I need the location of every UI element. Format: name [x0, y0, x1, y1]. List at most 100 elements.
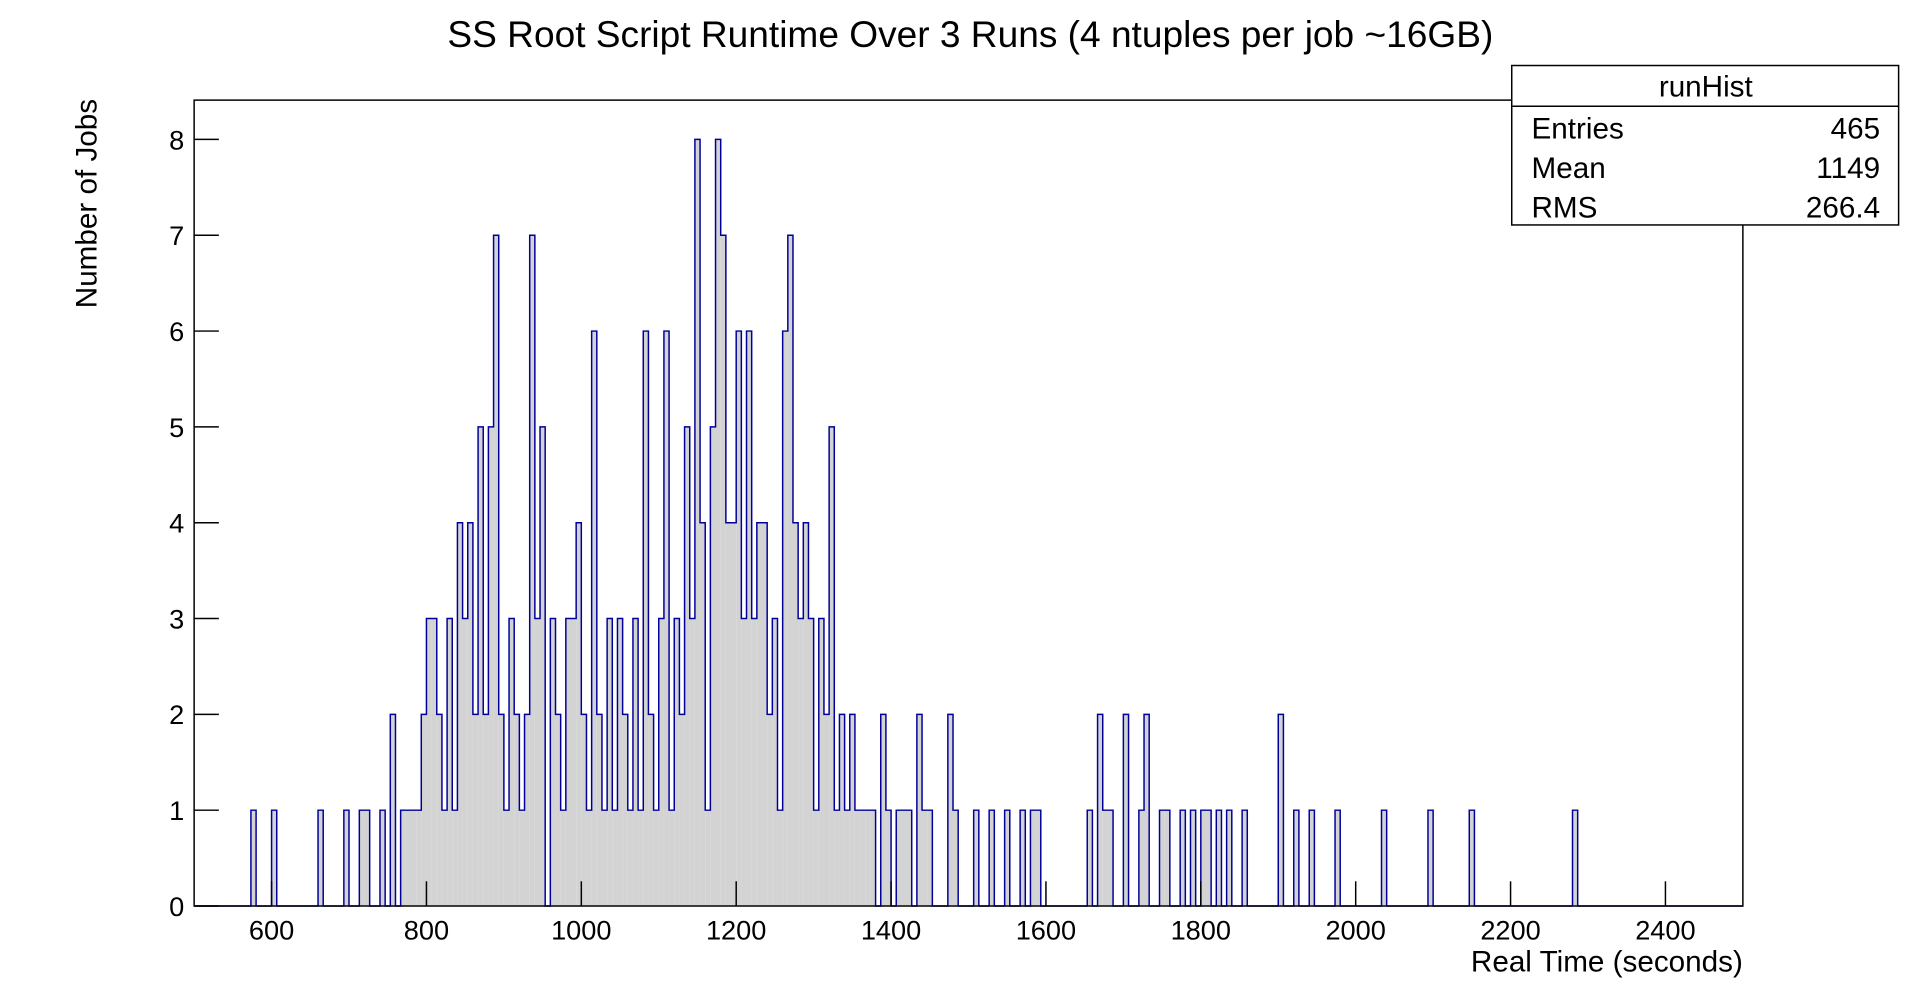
bar: [674, 618, 680, 907]
bar: [514, 714, 520, 907]
bar: [1102, 810, 1108, 907]
bar: [421, 714, 427, 907]
bar: [483, 714, 489, 907]
bar: [452, 810, 458, 907]
stats-label: Entries: [1532, 112, 1624, 145]
bar: [1335, 810, 1341, 907]
bar: [405, 810, 411, 907]
bar: [762, 522, 768, 907]
bar: [798, 618, 804, 907]
bar: [1242, 810, 1248, 907]
bar: [596, 714, 602, 907]
bar: [416, 810, 422, 907]
stats-value: 465: [1831, 112, 1880, 145]
bar: [1144, 714, 1150, 907]
bar: [1381, 810, 1387, 907]
bar: [694, 139, 701, 907]
bar: [529, 235, 535, 907]
bar: [364, 810, 370, 907]
stats-frame: [1510, 64, 1900, 226]
bar: [1159, 810, 1165, 907]
bar: [777, 810, 783, 907]
stats-label: RMS: [1532, 192, 1598, 225]
bar: [896, 810, 902, 907]
bar: [705, 810, 711, 907]
bar: [1087, 810, 1093, 907]
bar: [1226, 810, 1232, 907]
bar: [540, 426, 546, 907]
bar: [658, 618, 664, 907]
bar: [953, 810, 959, 907]
bar: [1107, 810, 1114, 907]
bar: [534, 618, 541, 907]
bar: [390, 714, 396, 907]
bar: [359, 810, 365, 907]
bar: [663, 331, 670, 907]
x-tick-label: 1400: [861, 914, 921, 945]
bar: [1427, 810, 1434, 907]
bar: [1293, 810, 1299, 907]
bar: [725, 522, 732, 907]
bar: [792, 522, 799, 907]
bar: [669, 810, 675, 907]
bar: [684, 426, 690, 907]
bar: [457, 522, 463, 907]
bar: [1469, 810, 1475, 907]
bar: [591, 331, 597, 907]
bar: [617, 618, 623, 907]
stats-value: 266.4: [1806, 192, 1880, 225]
bar: [787, 235, 793, 907]
bar: [1180, 810, 1186, 907]
bar: [689, 618, 695, 907]
bar: [1164, 810, 1170, 907]
y-tick-label: 3: [169, 603, 184, 634]
stats-value: 1149: [1816, 152, 1880, 185]
bar: [519, 810, 525, 907]
bar: [916, 714, 923, 907]
bar: [498, 714, 504, 907]
bar: [989, 810, 995, 907]
bar: [731, 522, 737, 907]
bar: [854, 810, 861, 907]
bar: [865, 810, 871, 907]
y-tick-label: 2: [169, 699, 184, 730]
x-tick-label: 2400: [1635, 914, 1695, 945]
y-tick-label: 6: [169, 316, 184, 347]
bar: [1030, 810, 1036, 907]
bar: [467, 522, 473, 907]
bar: [555, 714, 561, 907]
bar: [901, 810, 907, 907]
bar: [524, 714, 530, 907]
bar: [772, 618, 778, 907]
bar: [653, 810, 659, 907]
bar: [947, 714, 954, 907]
bar: [1035, 810, 1041, 907]
bar: [462, 618, 468, 907]
bar: [1278, 714, 1284, 907]
bar: [565, 618, 571, 907]
bar: [441, 810, 448, 907]
bar: [560, 810, 566, 907]
stats-label: Mean: [1532, 152, 1606, 185]
bar: [880, 714, 886, 907]
x-tick-label: 800: [404, 914, 449, 945]
bar: [927, 810, 933, 907]
bar: [250, 810, 257, 907]
bar: [431, 618, 437, 907]
bar: [400, 810, 406, 907]
bar: [756, 522, 763, 907]
y-tick-label: 0: [169, 891, 184, 922]
bar: [426, 618, 432, 907]
plot-area: 0 1 2 3 4 5 6 7 8 600 800 1000 1200 1400 1600 1800 2000 2…: [169, 124, 1743, 945]
bar: [741, 618, 747, 907]
bar: [1572, 810, 1578, 907]
bar: [1123, 714, 1129, 907]
bar: [493, 235, 499, 907]
bar: [638, 810, 644, 907]
chart-title: SS Root Script Runtime Over 3 Runs (4 nt…: [447, 13, 1493, 55]
bar: [472, 714, 479, 907]
bar: [679, 714, 685, 907]
bar: [823, 714, 830, 907]
bar: [1138, 810, 1145, 907]
bar: [632, 618, 639, 907]
